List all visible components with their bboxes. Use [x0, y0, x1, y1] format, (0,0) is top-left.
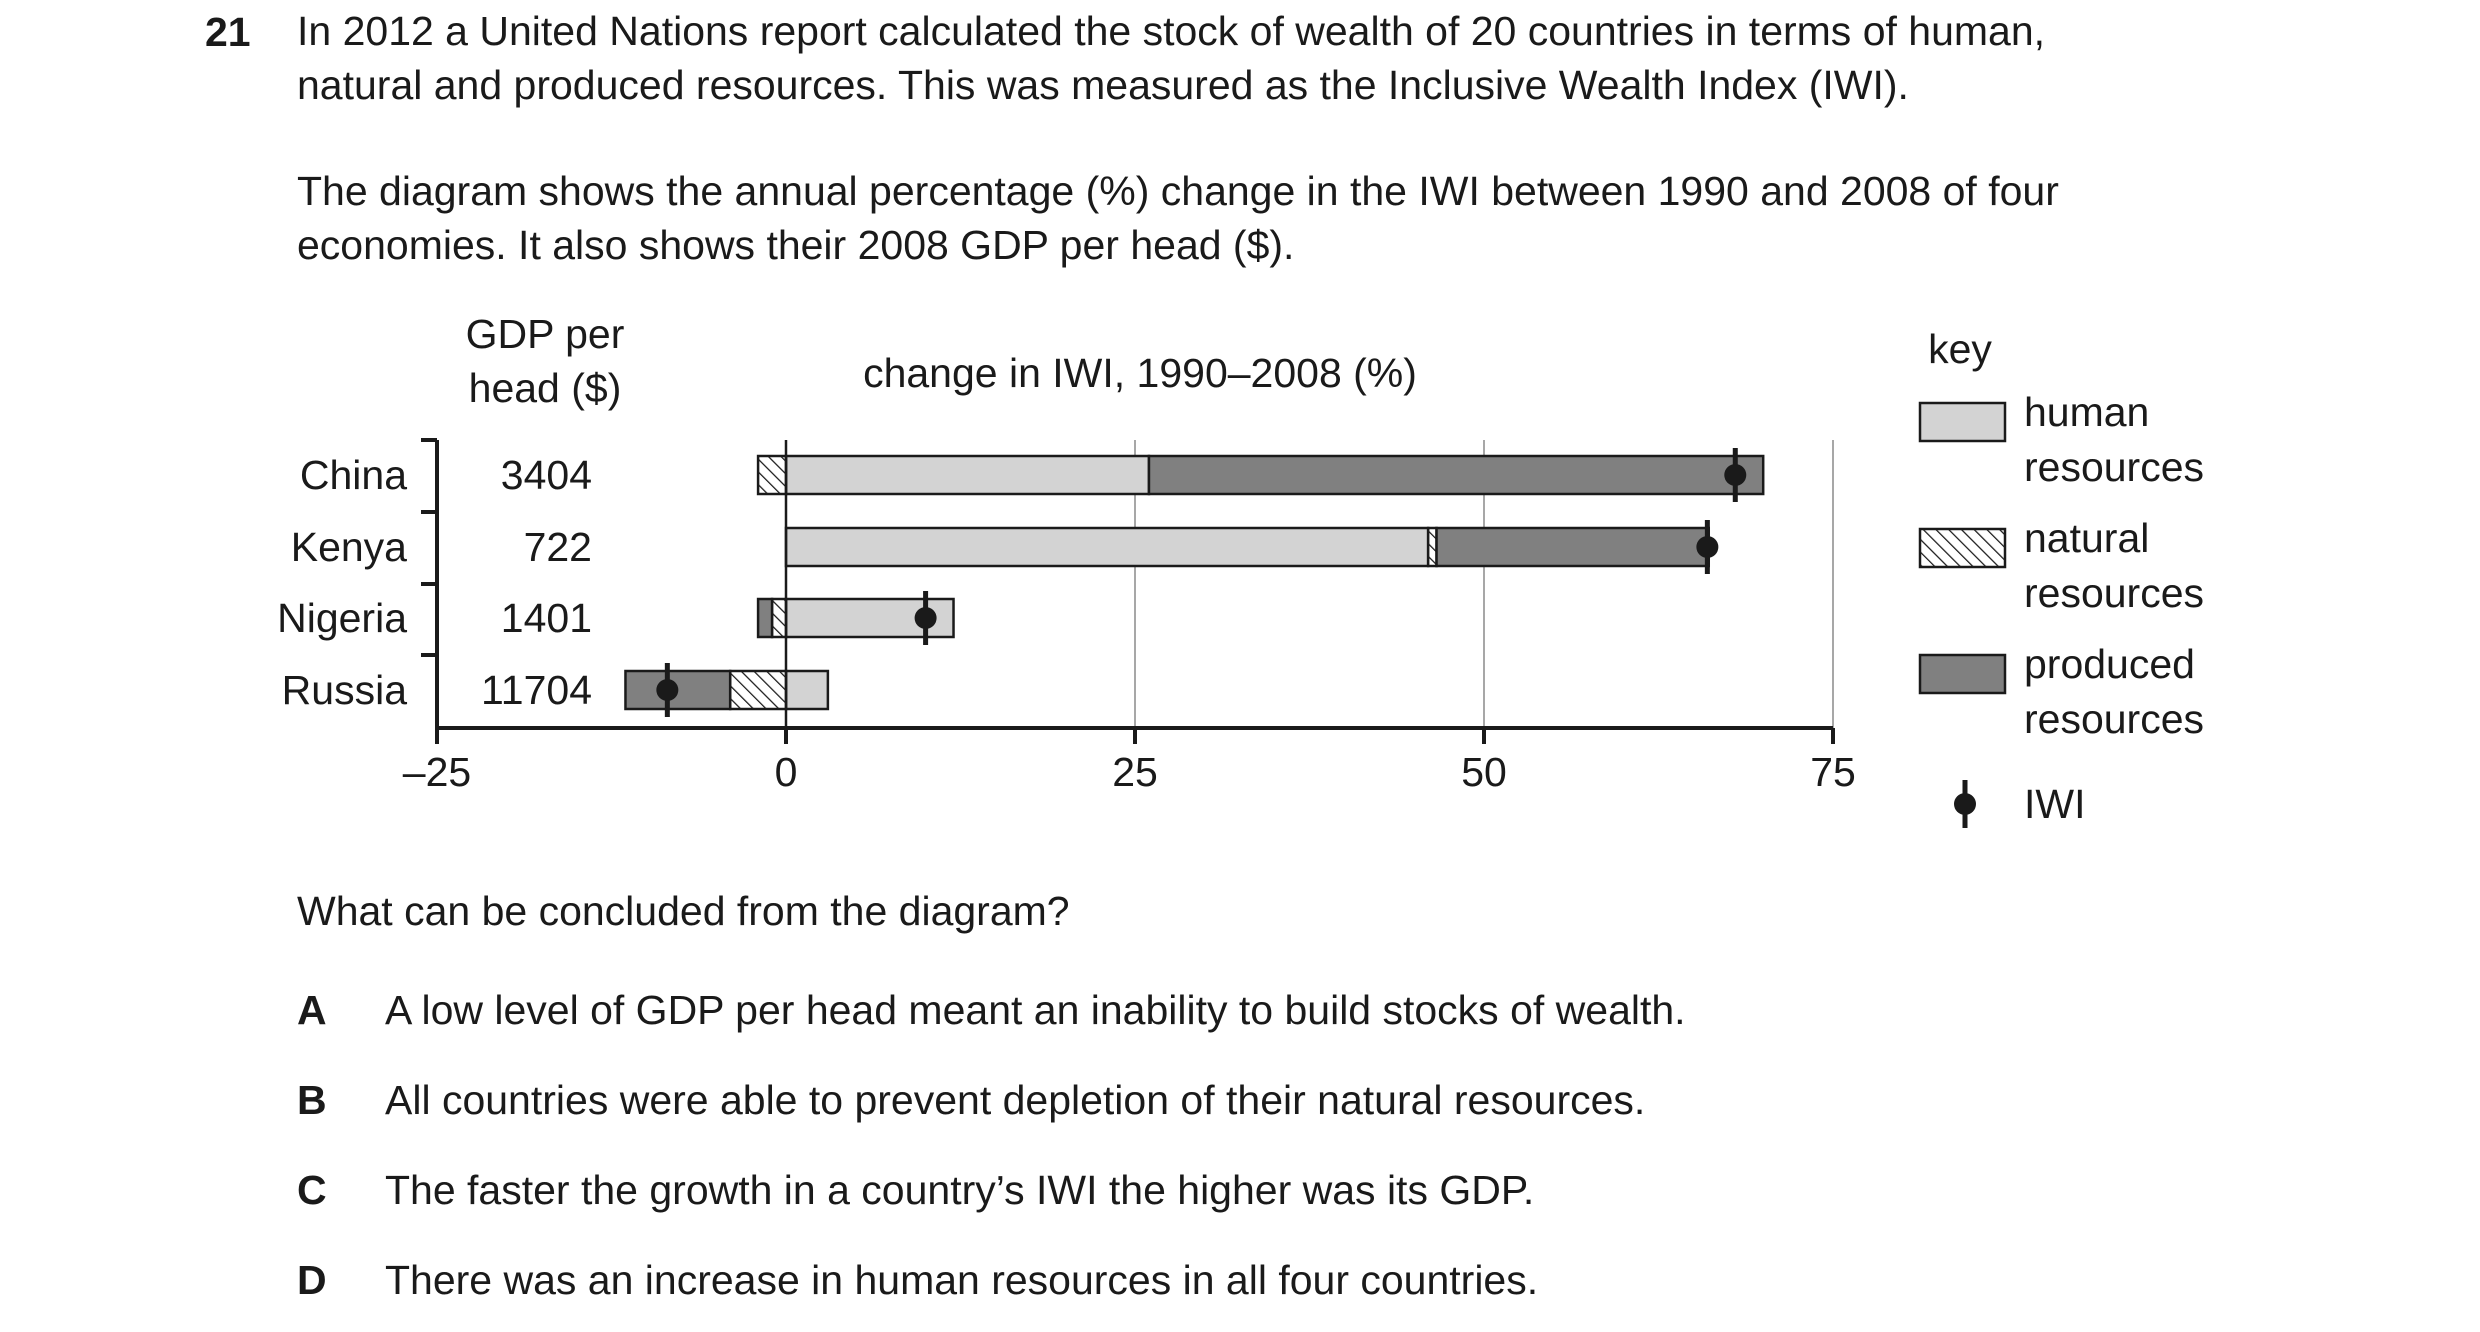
option-b-letter: B — [297, 1077, 327, 1123]
bar-kenya-human — [784, 526, 1430, 568]
bar-nigeria-natural — [770, 597, 788, 639]
legend-label-human-1: human — [2024, 389, 2149, 435]
option-c-letter: C — [297, 1167, 327, 1213]
category-label-russia: Russia — [282, 667, 408, 713]
legend-swatch-produced — [1918, 653, 2007, 695]
iwi-chart: GDP per head ($) change in IWI, 1990–200… — [277, 311, 2204, 828]
option-a-text[interactable]: A low level of GDP per head meant an ina… — [385, 987, 1686, 1033]
x-tick-label-3: 50 — [1461, 749, 1507, 795]
iwi-marker-russia — [656, 679, 679, 701]
bar-russia-human — [784, 669, 830, 711]
x-tick-label-0: –25 — [403, 749, 471, 795]
legend-label-human-2: resources — [2024, 444, 2204, 490]
gdp-header-line-1: GDP per — [466, 311, 625, 357]
bar-russia-natural — [728, 669, 788, 711]
legend-title: key — [1928, 326, 1992, 372]
bar-kenya-natural — [1426, 526, 1438, 568]
legend-label-natural-2: resources — [2024, 570, 2204, 616]
bar-nigeria-produced — [756, 597, 774, 639]
gdp-value-russia: 11704 — [481, 667, 592, 713]
legend-label-produced-2: resources — [2024, 696, 2204, 742]
intro-paragraph: In 2012 a United Nations report calculat… — [297, 4, 2397, 112]
option-b-text[interactable]: All countries were able to prevent deple… — [385, 1077, 1646, 1123]
intro-line-2: natural and produced resources. This was… — [297, 62, 1909, 108]
bar-china-natural — [756, 454, 788, 496]
category-labels: China 3404 Kenya 722 Nigeria 1401 Russia 11704 — [277, 452, 592, 713]
option-d-text[interactable]: There was an increase in human resources… — [385, 1257, 1539, 1303]
x-tick-label-1: 0 — [775, 749, 798, 795]
option-a-letter: A — [297, 987, 327, 1033]
legend-label-produced-1: produced — [2024, 641, 2195, 687]
legend-swatch-human — [1918, 401, 2007, 443]
question-number: 21 — [205, 9, 251, 55]
category-label-china: China — [300, 452, 407, 498]
legend-label-natural-1: natural — [2024, 515, 2149, 561]
chart-title: change in IWI, 1990–2008 (%) — [863, 350, 1417, 396]
iwi-marker-nigeria — [914, 607, 937, 629]
bar-china-produced — [1147, 454, 1765, 496]
iwi-marker-kenya — [1696, 536, 1719, 558]
legend: human resources natural resources produced re… — [1918, 389, 2204, 828]
x-tick-label-2: 25 — [1112, 749, 1158, 795]
legend-swatch-natural — [1918, 527, 2007, 569]
category-label-nigeria: Nigeria — [277, 595, 407, 641]
description-line-2: economies. It also shows their 2008 GDP … — [297, 222, 1295, 268]
axes: –25 0 25 50 75 — [403, 438, 1856, 795]
bar-kenya-produced — [1435, 526, 1711, 568]
legend-label-iwi: IWI — [2024, 781, 2085, 827]
iwi-marker-china — [1724, 464, 1747, 486]
gdp-value-kenya: 722 — [524, 524, 592, 570]
gdp-value-china: 3404 — [501, 452, 592, 498]
bars — [624, 448, 1765, 717]
gdp-header-line-2: head ($) — [469, 365, 622, 411]
option-c-text[interactable]: The faster the growth in a country’s IWI… — [385, 1167, 1535, 1213]
diagram-description: The diagram shows the annual percentage … — [297, 164, 2397, 272]
category-label-kenya: Kenya — [291, 524, 407, 570]
bar-china-human — [784, 454, 1151, 496]
question-prompt: What can be concluded from the diagram? — [297, 888, 1070, 934]
x-tick-label-4: 75 — [1810, 749, 1856, 795]
description-line-1: The diagram shows the annual percentage … — [297, 168, 2059, 214]
option-d-letter: D — [297, 1257, 327, 1303]
legend-iwi-dot — [1954, 793, 1976, 815]
intro-line-1: In 2012 a United Nations report calculat… — [297, 8, 2046, 54]
gdp-value-nigeria: 1401 — [501, 595, 592, 641]
